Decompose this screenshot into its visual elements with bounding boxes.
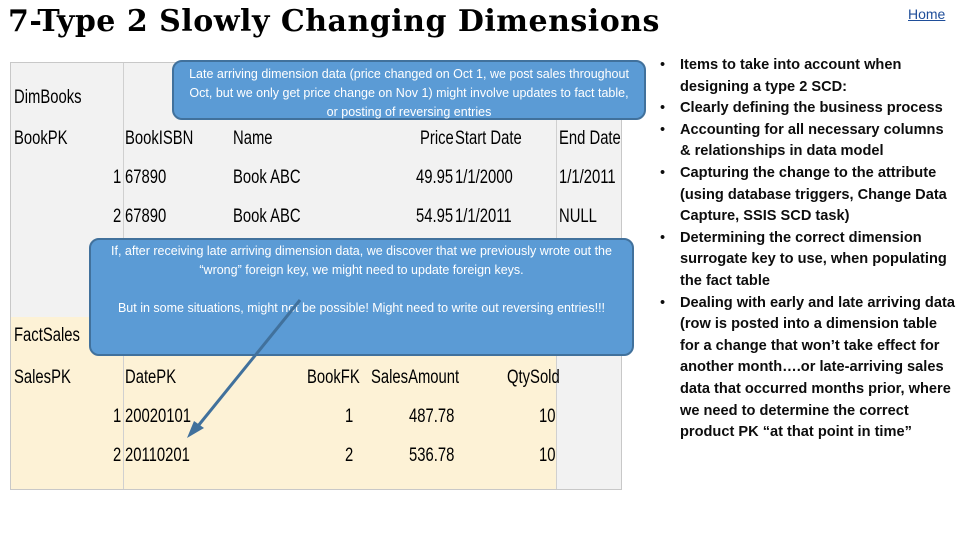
fact-cell-bookfk: 2 [345,445,354,466]
fact-table-name: FactSales [14,325,80,346]
dim-header-bookpk: BookPK [14,128,68,149]
slide-title: 7-Type 2 Slowly Changing Dimensions [8,4,660,39]
list-item: • Determining the correct dimension surro… [656,228,956,293]
home-link[interactable]: Home [908,6,946,22]
bullet-dot: • [660,164,666,181]
dim-header-bookisbn: BookISBN [125,128,194,149]
bullet-text: Accounting for all necessary columns & r… [680,121,944,160]
list-item: • Items to take into account when designi… [656,55,956,98]
bullet-dot: • [660,57,666,73]
fact-header-salespk: SalesPK [14,367,71,388]
dim-header-start-date: Start Date [455,128,522,149]
fact-cell-bookfk: 1 [345,406,354,427]
fact-cell-salesamount: 487.78 [409,406,455,427]
bullet-text: Items to take into account when designin… [680,57,902,95]
list-item: • Dealing with early and late arriving da… [656,293,956,444]
dim-cell-bookpk: 2 [113,206,122,227]
dim-cell-start-date: 1/1/2011 [455,206,512,227]
dim-cell-bookpk: 1 [113,167,122,188]
dim-header-end-date: End Date [559,128,621,149]
foreign-key-callout: If, after receiving late arriving dimens… [89,238,634,356]
dim-cell-price: 54.95 [416,206,454,227]
dim-header-price: Price [420,128,454,149]
bullet-dot: • [660,100,666,117]
fact-cell-salespk: 2 [113,445,122,466]
bullet-text: Dealing with early and late arriving dat… [680,294,955,441]
late-arriving-callout: Late arriving dimension data (price chan… [172,60,646,120]
dim-cell-start-date: 1/1/2000 [455,167,513,188]
dim-header-name: Name [233,128,273,149]
fact-cell-datepk: 20110201 [125,445,190,466]
bullet-text: Determining the correct dimension surrog… [680,229,947,289]
fact-header-salesamount: SalesAmount [371,367,460,388]
callout-paragraph-foreign-keys: If, after receiving late arriving dimens… [111,244,612,277]
bullet-text: Capturing the change to the attribute (u… [680,164,947,225]
fact-cell-qtysold: 10 [539,406,556,427]
dim-cell-end-date: NULL [559,206,597,227]
fact-cell-datepk: 20020101 [125,406,191,427]
dim-cell-name: Book ABC [233,167,301,188]
bullet-dot: • [660,229,666,246]
fact-cell-qtysold: 10 [539,445,556,466]
callout-paragraph-reversing: But in some situations, might not be pos… [117,301,606,315]
fact-header-bookfk: BookFK [307,367,360,388]
list-item: • Capturing the change to the attribute (… [656,163,956,228]
fact-header-datepk: DatePK [125,367,177,388]
dim-cell-name: Book ABC [233,206,301,227]
fact-cell-salespk: 1 [113,406,122,427]
fact-cell-salesamount: 536.78 [409,445,455,466]
list-item: • Accounting for all necessary columns & … [656,120,956,163]
callout-spacer [103,280,620,299]
dim-cell-isbn: 67890 [125,206,167,227]
list-item: • Clearly defining the business process [656,98,956,120]
dim-cell-end-date: 1/1/2011 [559,167,616,188]
bullet-text: Clearly defining the business process [680,100,943,117]
dim-cell-price: 49.95 [416,167,454,188]
considerations-list: • Items to take into account when designi… [656,55,956,444]
bullet-dot: • [660,121,666,138]
fact-header-qtysold: QtySold [507,367,560,388]
bullet-dot: • [660,294,666,311]
dim-cell-isbn: 67890 [125,167,167,188]
dim-table-name: DimBooks [14,87,82,108]
